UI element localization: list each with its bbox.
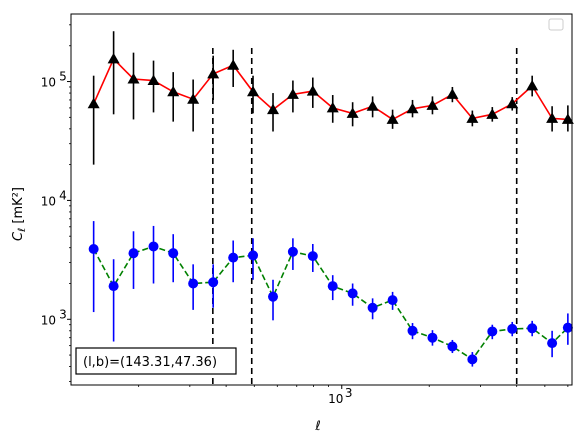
data-point xyxy=(562,322,573,333)
data-point xyxy=(148,241,159,252)
data-point xyxy=(527,323,538,334)
x-tick-label-exponent: 3 xyxy=(345,386,353,400)
data-point xyxy=(307,251,318,262)
data-point xyxy=(267,103,280,115)
x-axis-label: ℓ xyxy=(314,419,320,434)
axes-frame xyxy=(70,13,573,386)
data-point xyxy=(207,67,220,79)
data-point xyxy=(561,113,574,124)
annotation-text: (l,b)=(143.31,47.36) xyxy=(83,355,217,370)
y-tick-label-exponent: 4 xyxy=(59,188,67,202)
data-point xyxy=(247,85,260,97)
data-point xyxy=(168,248,179,259)
data-point xyxy=(128,248,139,259)
data-point xyxy=(188,278,199,289)
data-point xyxy=(387,295,398,306)
data-point xyxy=(487,326,498,337)
data-point xyxy=(407,325,418,336)
data-point xyxy=(208,277,219,288)
data-point xyxy=(228,252,239,263)
y-tick-label: 10 xyxy=(41,76,56,90)
data-point xyxy=(546,112,559,123)
tick-marks: 10 310 310 410 5 xyxy=(41,24,569,406)
x-tick-label: 10 xyxy=(328,392,343,406)
data-point xyxy=(268,291,279,302)
data-point xyxy=(467,354,478,365)
data-point xyxy=(326,101,339,113)
data-point xyxy=(107,52,120,64)
series-1 xyxy=(87,31,574,165)
y-tick-label: 10 xyxy=(41,194,56,208)
data-point xyxy=(507,323,518,334)
axes xyxy=(70,13,573,386)
data-point xyxy=(147,74,160,86)
data-point xyxy=(406,102,419,114)
y-tick-label-exponent: 5 xyxy=(59,70,67,84)
data-point xyxy=(287,246,298,257)
data-point xyxy=(427,332,438,343)
data-point xyxy=(347,288,358,299)
data-point xyxy=(88,244,99,255)
series-line xyxy=(92,245,569,361)
data-point xyxy=(367,302,378,313)
data-point xyxy=(506,97,519,109)
data-point xyxy=(286,88,299,99)
data-point xyxy=(386,113,399,124)
data-point xyxy=(327,281,338,292)
data-point xyxy=(87,97,100,109)
y-axis-label: Cℓ [mK²] xyxy=(11,187,28,241)
data-point xyxy=(346,107,359,118)
data-point xyxy=(446,88,459,99)
data-point xyxy=(187,93,200,104)
y-tick-label-exponent: 3 xyxy=(59,307,67,321)
annotation-box: (l,b)=(143.31,47.36) xyxy=(75,347,237,375)
data-point xyxy=(486,108,499,119)
data-point xyxy=(366,100,379,111)
data-point xyxy=(248,250,259,261)
data-point xyxy=(547,338,558,349)
data-point xyxy=(227,59,240,70)
data-point xyxy=(306,85,319,96)
y-tick-label: 10 xyxy=(41,313,56,327)
legend-box xyxy=(548,18,564,31)
plot-area xyxy=(87,31,574,385)
series-2 xyxy=(88,221,573,367)
data-point xyxy=(426,99,439,110)
data-point xyxy=(466,112,479,123)
data-point xyxy=(167,85,180,97)
data-point xyxy=(127,73,140,84)
data-point xyxy=(526,79,539,91)
data-point xyxy=(108,281,119,292)
data-point xyxy=(447,341,458,352)
